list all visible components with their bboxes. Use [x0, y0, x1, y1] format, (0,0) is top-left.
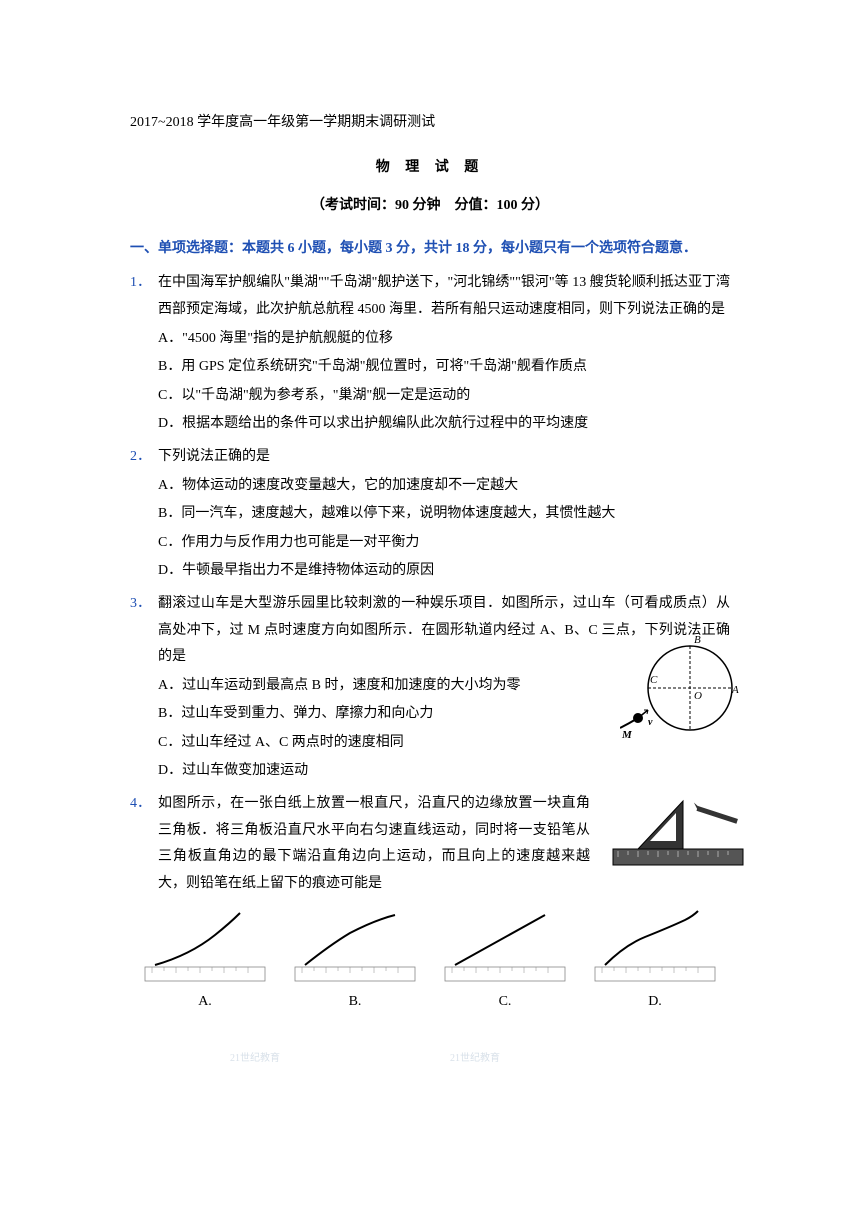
question-4: 4． 如图所示，在一张白纸上放置一根直尺，沿直尺的边缘放置一块直角三角板．将三角…: [130, 791, 730, 1016]
exam-header: 2017~2018 学年度高一年级第一学期期末调研测试: [130, 110, 730, 137]
section-1-header: 一、单项选择题：本题共 6 小题，每小题 3 分，共计 18 分，每小题只有一个…: [130, 236, 730, 263]
label-b: B: [694, 634, 701, 646]
q4-label-b: B.: [290, 989, 420, 1016]
q4-options-row: A. B.: [130, 905, 730, 1016]
q4-option-c-img: C.: [440, 905, 570, 1016]
q2-option-a: A．物体运动的速度改变量越大，它的加速度却不一定越大: [130, 473, 730, 500]
q1-option-d: D．根据本题给出的条件可以求出护舰编队此次航行过程中的平均速度: [130, 411, 730, 438]
watermark-2: 21世纪教育: [450, 1049, 500, 1068]
q4-option-b-img: B.: [290, 905, 420, 1016]
label-o: O: [694, 690, 702, 702]
q4-number: 4．: [130, 791, 151, 818]
q4-label-c: C.: [440, 989, 570, 1016]
q3-number: 3．: [130, 591, 151, 618]
q4-option-a-img: A.: [140, 905, 270, 1016]
q4-label-a: A.: [140, 989, 270, 1016]
question-3: 3． 翻滚过山车是大型游乐园里比较刺激的一种娱乐项目．如图所示，过山车（可看成质…: [130, 591, 730, 785]
watermark-1: 21世纪教育: [230, 1049, 280, 1068]
label-c: C: [650, 674, 658, 686]
ruler-triangle-diagram: [608, 791, 748, 871]
label-v: v: [648, 717, 653, 728]
exam-title: 物 理 试 题: [130, 155, 730, 182]
q1-option-c: C．以"千岛湖"舰为参考系，"巢湖"舰一定是运动的: [130, 383, 730, 410]
q4-label-d: D.: [590, 989, 720, 1016]
label-a: A: [731, 684, 739, 696]
q4-option-d-img: D.: [590, 905, 720, 1016]
q2-option-b: B．同一汽车，速度越大，越难以停下来，说明物体速度越大，其惯性越大: [130, 501, 730, 528]
q1-text: 在中国海军护舰编队"巢湖""千岛湖"舰护送下，"河北锦绣""银河"等 13 艘货…: [130, 270, 730, 323]
q2-text: 下列说法正确的是: [130, 444, 730, 471]
circle-track-diagram: B A C O M v: [620, 633, 740, 743]
q2-option-d: D．牛顿最早指出力不是维持物体运动的原因: [130, 558, 730, 585]
exam-info: （考试时间：90 分钟 分值：100 分）: [130, 193, 730, 220]
question-2: 2． 下列说法正确的是 A．物体运动的速度改变量越大，它的加速度却不一定越大 B…: [130, 444, 730, 585]
q1-option-b: B．用 GPS 定位系统研究"千岛湖"舰位置时，可将"千岛湖"舰看作质点: [130, 354, 730, 381]
label-m: M: [621, 729, 633, 741]
q3-option-d: D．过山车做变加速运动: [130, 758, 730, 785]
q1-option-a: A．"4500 海里"指的是护航舰艇的位移: [130, 326, 730, 353]
q2-option-c: C．作用力与反作用力也可能是一对平衡力: [130, 530, 730, 557]
q1-number: 1．: [130, 270, 151, 297]
q2-number: 2．: [130, 444, 151, 471]
question-1: 1． 在中国海军护舰编队"巢湖""千岛湖"舰护送下，"河北锦绣""银河"等 13…: [130, 270, 730, 438]
